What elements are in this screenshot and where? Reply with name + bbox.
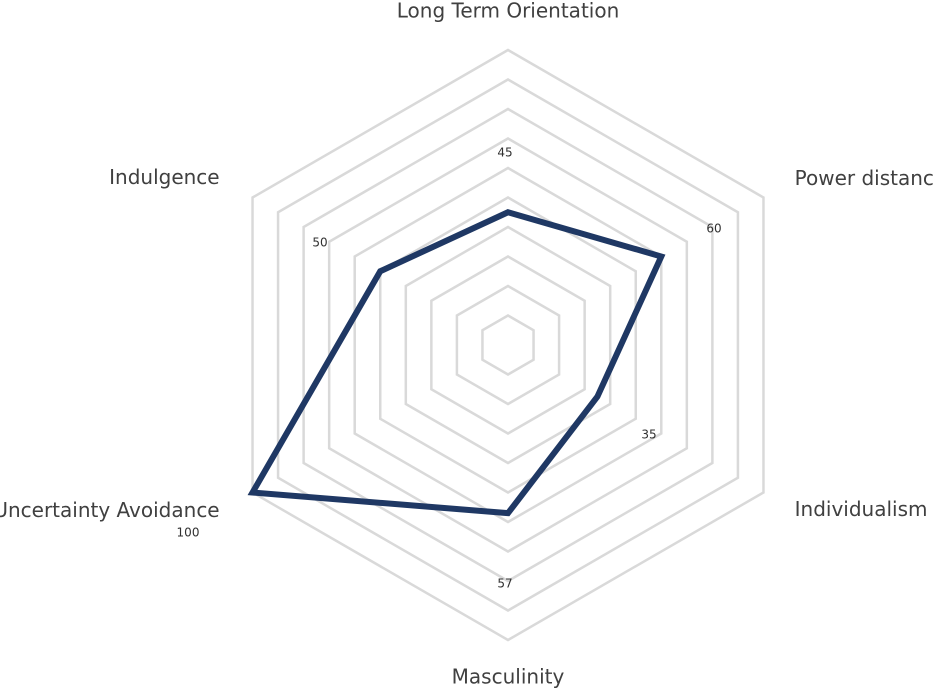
axis-label: Individualism bbox=[795, 497, 928, 521]
axis-label: Masculinity bbox=[452, 665, 565, 689]
axis-label: Long Term Orientation bbox=[397, 0, 620, 23]
grid-ring bbox=[302, 107, 714, 583]
grid-ring bbox=[481, 314, 535, 376]
series-line bbox=[247, 209, 666, 517]
data-label: 57 bbox=[497, 577, 512, 591]
data-label: 60 bbox=[706, 222, 721, 236]
data-label: 100 bbox=[177, 526, 200, 540]
axis-label: Power distance bbox=[795, 166, 935, 190]
grid-ring bbox=[276, 78, 740, 612]
data-label: 50 bbox=[312, 236, 327, 250]
grid-ring bbox=[404, 225, 612, 465]
grid-ring bbox=[430, 255, 586, 435]
grid-ring bbox=[455, 284, 561, 406]
data-label: 45 bbox=[497, 146, 512, 160]
axis-label: Indulgence bbox=[109, 165, 219, 189]
grid-ring bbox=[327, 137, 689, 553]
grid-ring bbox=[353, 166, 663, 524]
grid-ring bbox=[379, 196, 637, 494]
grid-ring bbox=[251, 48, 765, 642]
data-label: 35 bbox=[641, 428, 656, 442]
axis-label: Uncertainty Avoidance bbox=[0, 498, 220, 522]
